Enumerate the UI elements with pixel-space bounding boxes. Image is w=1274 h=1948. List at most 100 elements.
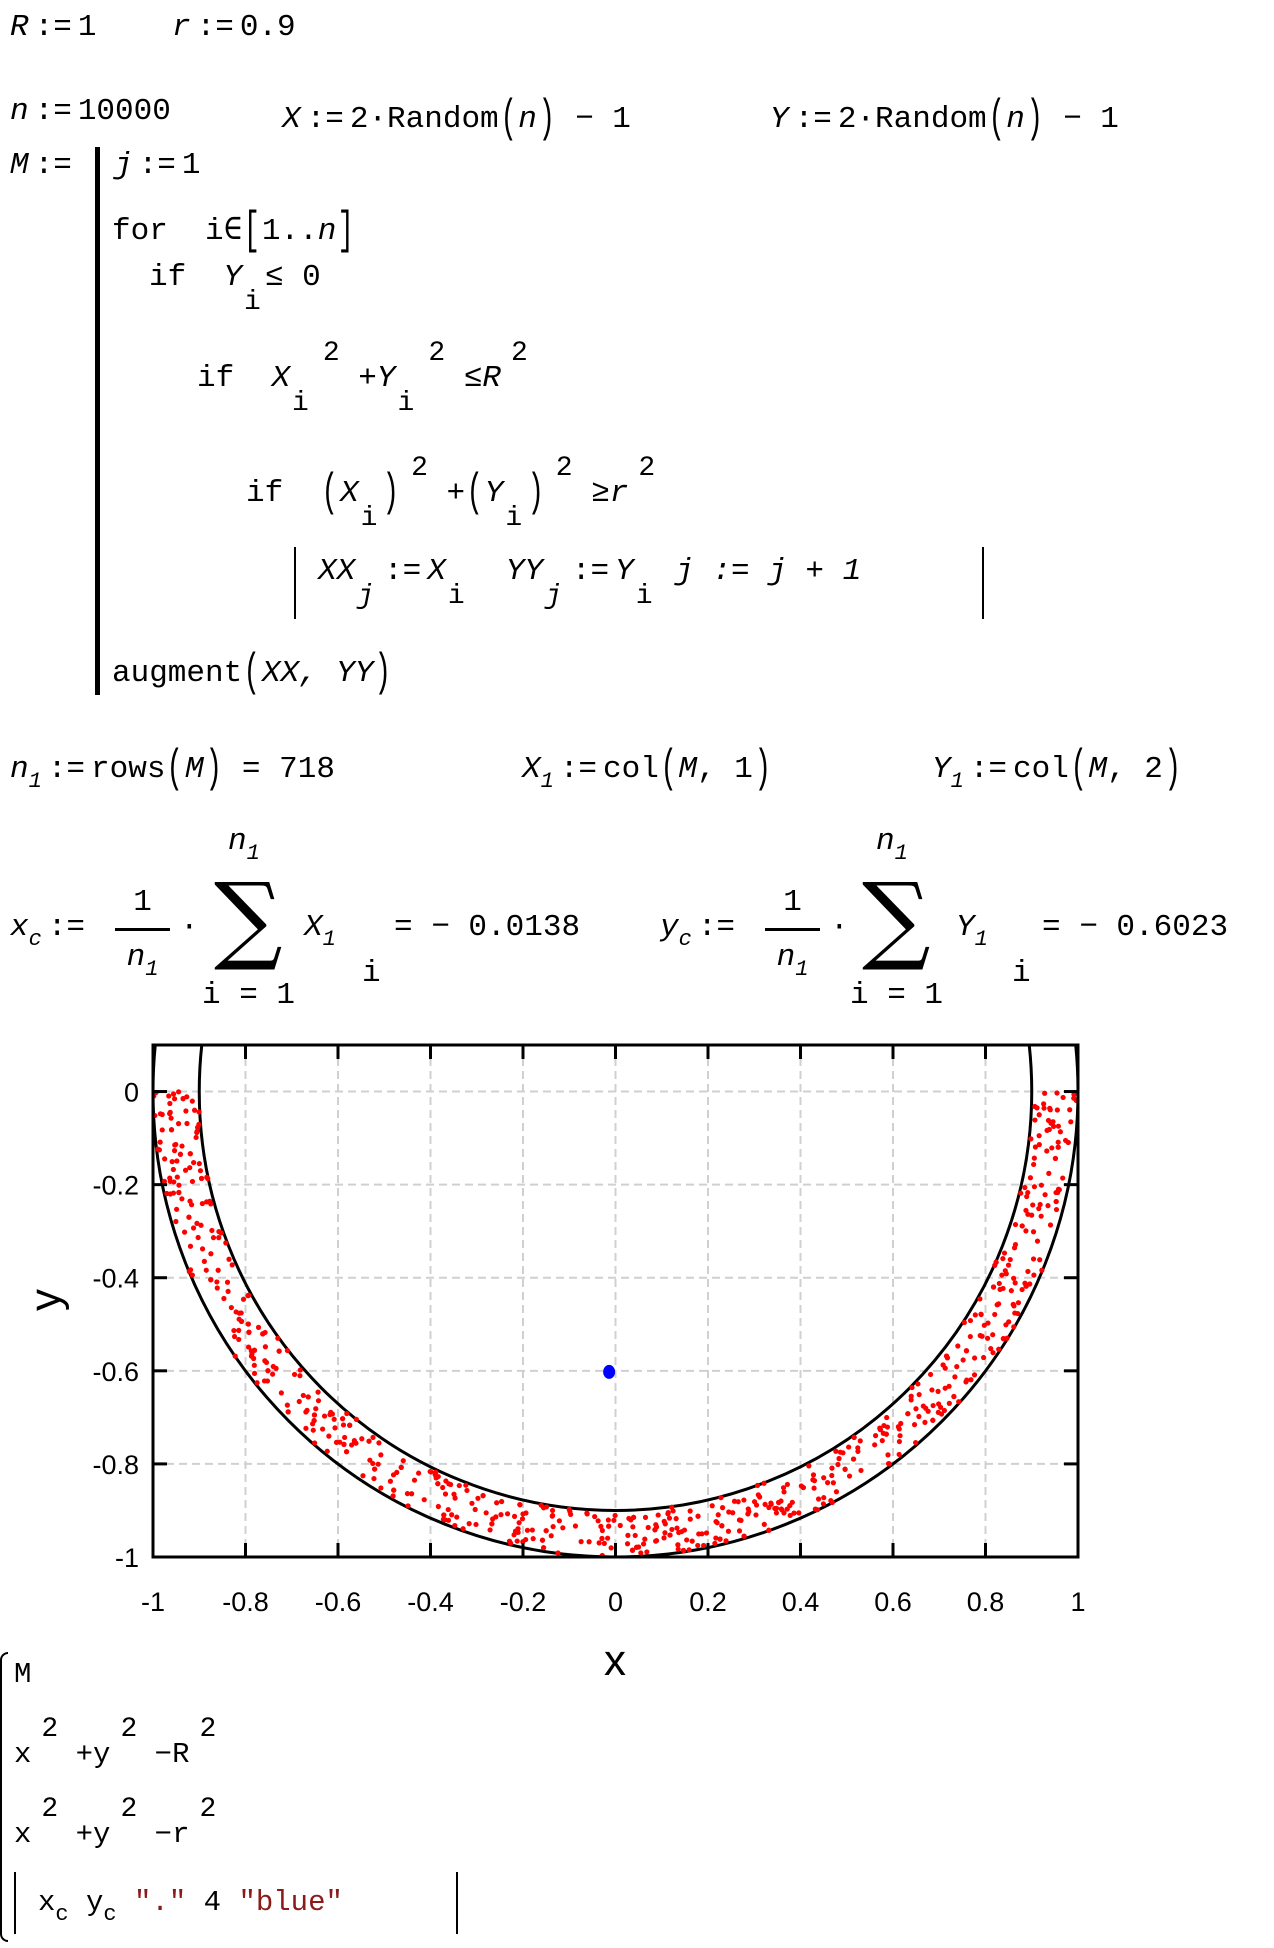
- data-point: [326, 1433, 332, 1439]
- data-point: [736, 1528, 743, 1534]
- data-point: [800, 1484, 806, 1491]
- data-point: [979, 1333, 985, 1339]
- data-point: [186, 1214, 192, 1220]
- def-X1[interactable]: X1:= col(M, 1): [522, 743, 771, 795]
- data-point: [662, 1530, 668, 1536]
- data-point: [687, 1516, 693, 1522]
- x-tick-label: 0.4: [782, 1587, 820, 1617]
- data-point: [956, 1399, 962, 1405]
- data-point: [885, 1461, 892, 1467]
- data-point: [686, 1547, 692, 1553]
- data-point: [221, 1295, 227, 1302]
- data-point: [340, 1416, 346, 1422]
- data-point: [321, 1413, 328, 1419]
- data-point: [1008, 1288, 1014, 1294]
- trace-centroid[interactable]: xc yc "." 4 "blue": [38, 1886, 343, 1927]
- ticks: -1 -0.8 -0.6 -0.4 -0.2 0 0.2 0.4 0.6 0.8 1 0 -0.2 -0.…: [92, 1045, 1086, 1617]
- data-point: [1041, 1105, 1047, 1111]
- data-point: [199, 1200, 205, 1207]
- data-point: [653, 1538, 660, 1544]
- data-point: [181, 1229, 188, 1235]
- data-point: [1048, 1120, 1054, 1126]
- data-point: [695, 1513, 701, 1519]
- data-point: [251, 1347, 258, 1353]
- data-point: [523, 1510, 529, 1516]
- data-point: [284, 1402, 290, 1408]
- data-point: [433, 1475, 439, 1481]
- data-point: [1057, 1129, 1064, 1135]
- data-point: [680, 1547, 687, 1554]
- data-point: [1012, 1280, 1018, 1286]
- data-point: [390, 1472, 397, 1478]
- data-point: [830, 1480, 836, 1486]
- data-point: [473, 1521, 479, 1528]
- def-Y1[interactable]: Y1:= col(M, 2): [932, 743, 1181, 795]
- data-point: [548, 1533, 554, 1539]
- x-tick-label: 1: [1070, 1587, 1085, 1617]
- data-point: [499, 1498, 505, 1505]
- data-point: [233, 1309, 239, 1315]
- data-point: [441, 1512, 447, 1518]
- data-point: [942, 1385, 948, 1391]
- trace-outer-circle[interactable]: x2 +y2 −R2: [14, 1714, 217, 1771]
- data-point: [360, 1473, 366, 1479]
- data-point: [673, 1516, 679, 1522]
- y-tick-label: 0: [124, 1078, 139, 1108]
- data-point: [198, 1222, 204, 1228]
- data-point: [811, 1485, 817, 1491]
- trace-M[interactable]: M: [14, 1658, 32, 1691]
- data-point: [820, 1501, 827, 1507]
- data-point: [629, 1547, 636, 1553]
- data-point: [226, 1256, 232, 1262]
- def-n[interactable]: n:= 10000: [10, 94, 171, 129]
- data-point: [1053, 1198, 1059, 1205]
- data-point: [755, 1492, 761, 1498]
- circle-r-0.9: [197, 1045, 1034, 1512]
- data-point: [713, 1518, 719, 1525]
- data-point: [978, 1311, 984, 1317]
- data-point: [645, 1524, 651, 1531]
- data-point: [1005, 1262, 1012, 1268]
- data-point: [687, 1508, 693, 1514]
- data-point: [224, 1279, 231, 1285]
- data-point: [332, 1425, 338, 1431]
- data-point: [168, 1115, 174, 1121]
- def-R[interactable]: R:= 1: [10, 10, 97, 45]
- data-point: [238, 1318, 245, 1324]
- x-tick-label: -0.8: [222, 1587, 269, 1617]
- data-point: [214, 1285, 220, 1291]
- data-point: [172, 1142, 178, 1148]
- data-point: [490, 1516, 496, 1522]
- data-point: [524, 1527, 531, 1533]
- data-point: [324, 1448, 330, 1454]
- def-r[interactable]: r:= 0.9: [172, 10, 296, 45]
- data-point: [1025, 1189, 1031, 1196]
- data-point: [261, 1378, 268, 1384]
- data-point: [177, 1151, 184, 1157]
- trace-inner-circle[interactable]: x2 +y2 −r2: [14, 1794, 217, 1851]
- data-point: [846, 1473, 853, 1479]
- data-point: [171, 1179, 177, 1185]
- def-Y[interactable]: Y:= 2·Random(n) − 1: [770, 93, 1119, 145]
- data-point: [634, 1544, 640, 1550]
- data-point: [1055, 1139, 1061, 1145]
- data-point: [766, 1527, 772, 1533]
- data-point: [1019, 1223, 1025, 1229]
- data-point: [161, 1178, 168, 1184]
- data-point: [168, 1127, 175, 1133]
- data-point: [915, 1381, 921, 1387]
- data-point: [689, 1538, 695, 1544]
- def-X[interactable]: X:= 2·Random(n) − 1: [282, 93, 631, 145]
- data-point: [578, 1539, 584, 1545]
- data-point: [498, 1512, 504, 1518]
- data-point: [435, 1481, 441, 1487]
- data-point: [566, 1506, 572, 1512]
- data-point: [440, 1516, 446, 1522]
- data-point: [829, 1472, 835, 1479]
- data-point: [712, 1540, 718, 1546]
- data-point: [1003, 1271, 1009, 1277]
- data-point: [1031, 1155, 1037, 1161]
- def-n1[interactable]: n1:= rows(M) = 718: [10, 743, 335, 795]
- data-point: [187, 1267, 194, 1273]
